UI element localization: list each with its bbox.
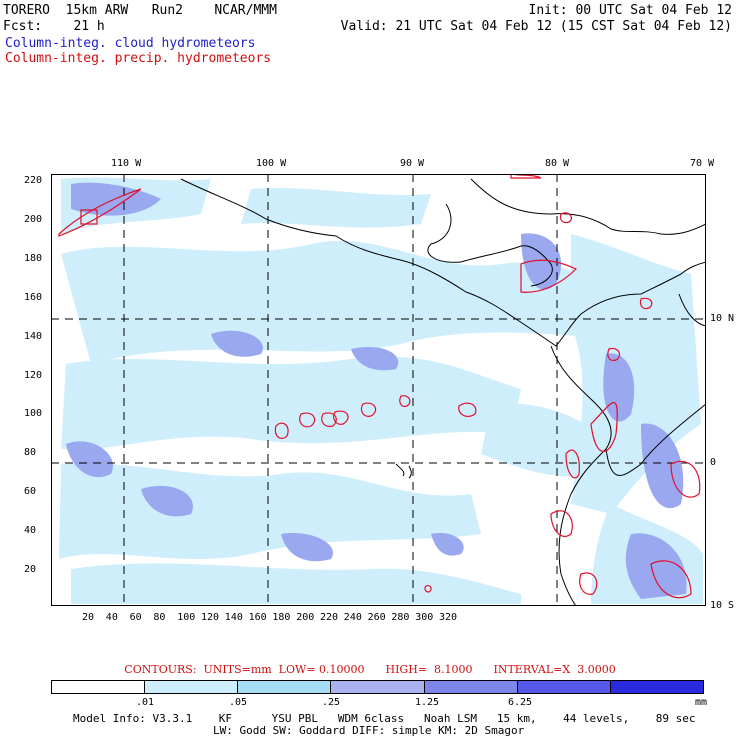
forecast-hour: Fcst: 21 h bbox=[3, 19, 105, 34]
contours-summary: CONTOURS: UNITS=mm LOW= 0.10000 HIGH= 8.… bbox=[124, 663, 616, 676]
y-tick-label: 160 bbox=[24, 291, 43, 303]
longitude-label: 90 W bbox=[400, 158, 425, 169]
color-bar-tick-label: .05 bbox=[229, 697, 248, 708]
forecast-map bbox=[51, 174, 706, 606]
color-bar-tick-label: .25 bbox=[322, 697, 341, 708]
x-tick-label: 160 bbox=[248, 612, 267, 623]
x-tick-label: 20 bbox=[82, 612, 95, 623]
y-tick-label: 20 bbox=[24, 564, 37, 575]
model-physics: LW: Godd SW: Goddard DIFF: simple KM: 2D… bbox=[213, 724, 525, 737]
color-bar-unit: mm bbox=[695, 697, 708, 708]
color-bar-tick-label: 1.25 bbox=[415, 697, 440, 708]
x-tick-label: 300 bbox=[415, 612, 434, 623]
x-tick-label: 280 bbox=[391, 612, 410, 623]
x-tick-label: 240 bbox=[343, 612, 362, 623]
color-bar-cell bbox=[517, 681, 611, 693]
color-bar-tick-label: .01 bbox=[136, 697, 155, 708]
latitude-label: 10 N bbox=[710, 313, 735, 324]
color-bar-tick-label: 6.25 bbox=[508, 697, 533, 708]
precip-contours bbox=[58, 174, 701, 599]
y-tick-label: 60 bbox=[24, 486, 37, 498]
x-tick-label: 320 bbox=[439, 612, 458, 623]
x-tick-label: 60 bbox=[129, 612, 142, 623]
color-bar-cell bbox=[52, 681, 146, 693]
color-bar-cell bbox=[610, 681, 703, 693]
y-tick-label: 120 bbox=[24, 369, 43, 381]
field-label-precip: Column-integ. precip. hydrometeors bbox=[5, 51, 272, 66]
map-canvas bbox=[51, 174, 706, 606]
coastlines bbox=[180, 178, 706, 606]
longitude-label: 100 W bbox=[256, 158, 287, 169]
init-time: Init: 00 UTC Sat 04 Feb 12 bbox=[528, 3, 733, 18]
map-frame bbox=[51, 174, 706, 606]
y-tick-label: 180 bbox=[24, 252, 43, 264]
x-tick-label: 200 bbox=[296, 612, 315, 623]
x-tick-label: 140 bbox=[224, 612, 243, 623]
x-tick-label: 80 bbox=[153, 612, 166, 623]
y-tick-label: 200 bbox=[24, 213, 43, 225]
model-title: TORERO 15km ARW Run2 NCAR/MMM bbox=[3, 3, 277, 18]
model-info: Model Info: V3.3.1 KF YSU PBL WDM 6class… bbox=[73, 712, 696, 725]
y-tick-label: 220 bbox=[24, 175, 43, 186]
color-bar-cell bbox=[238, 681, 332, 693]
field-label-cloud: Column-integ. cloud hydrometeors bbox=[5, 36, 256, 51]
y-tick-label: 100 bbox=[24, 408, 43, 420]
color-bar-cell bbox=[424, 681, 518, 693]
latitude-label: 0 bbox=[710, 457, 717, 468]
y-tick-label: 80 bbox=[24, 447, 37, 459]
x-tick-label: 40 bbox=[105, 612, 118, 623]
valid-time: Valid: 21 UTC Sat 04 Feb 12 (15 CST Sat … bbox=[340, 19, 732, 34]
y-tick-label: 140 bbox=[24, 330, 43, 342]
longitude-label: 110 W bbox=[111, 158, 142, 169]
x-tick-label: 260 bbox=[367, 612, 386, 623]
color-bar bbox=[51, 680, 704, 694]
x-tick-label: 100 bbox=[177, 612, 196, 623]
latitude-label: 10 S bbox=[710, 600, 735, 611]
color-bar-cell bbox=[145, 681, 239, 693]
longitude-label: 80 W bbox=[545, 158, 570, 169]
x-tick-label: 180 bbox=[272, 612, 291, 623]
x-tick-label: 220 bbox=[320, 612, 339, 623]
color-bar-cell bbox=[331, 681, 425, 693]
x-tick-label: 120 bbox=[201, 612, 220, 623]
y-tick-label: 40 bbox=[24, 525, 37, 537]
lat-lon-grid bbox=[51, 174, 706, 606]
longitude-label: 70 W bbox=[690, 158, 715, 169]
